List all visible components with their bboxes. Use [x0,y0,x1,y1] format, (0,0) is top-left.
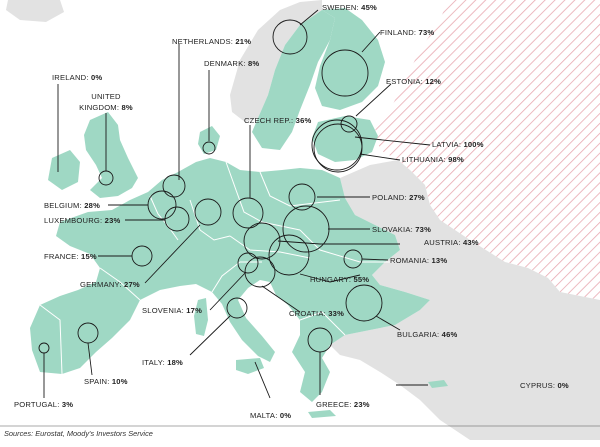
label-cyprus: CYPRUS: 0% [520,381,569,390]
united-kingdom [84,112,138,198]
label-sweden: SWEDEN: 45% [322,3,377,12]
label-slovakia: SLOVAKIA: 73% [372,225,431,234]
label-germany: GERMANY: 27% [80,280,140,289]
bubble-finland [321,49,369,97]
label-slovenia: SLOVENIA: 17% [142,306,202,315]
source-note: Sources: Eurostat, Moody's Investors Ser… [4,429,153,438]
label-bulgaria: BULGARIA: 46% [397,330,457,339]
label-netherlands: NETHERLANDS: 21% [172,37,251,46]
label-luxembourg: LUXEMBOURG: 23% [44,216,120,225]
label-denmark: DENMARK: 8% [204,59,259,68]
label-belgium: BELGIUM: 28% [44,201,100,210]
label-poland: POLAND: 27% [372,193,425,202]
cyprus-island [428,380,448,388]
sweden [252,10,335,150]
non-eu-land [230,0,600,440]
bubble-lithuania [313,123,363,173]
ireland [48,150,80,190]
label-czech: CZECH REP.: 36% [244,116,311,125]
bubble-bulgaria [345,284,383,322]
leader-lines [43,9,431,399]
bubbles [38,19,383,354]
country-labels: SWEDEN: 45% FINLAND: 73% NETHERLANDS: 21… [14,3,569,420]
crete [308,410,336,418]
label-latvia: LATVIA: 100% [432,140,484,149]
corsica-sardinia [194,298,208,336]
bubble-luxembourg [164,206,190,232]
label-spain: SPAIN: 10% [84,377,128,386]
bubble-croatia [244,256,276,288]
label-greece: GREECE: 23% [316,400,370,409]
label-finland: FINLAND: 73% [380,28,434,37]
label-italy: ITALY: 18% [142,358,183,367]
bubble-czech [232,197,264,229]
bubble-denmark [202,141,216,155]
country-borders [39,161,395,375]
bubble-slovenia [237,252,259,274]
label-estonia: ESTONIA: 12% [386,77,441,86]
label-uk-line1: UNITED [91,92,121,101]
label-romania: ROMANIA: 13% [390,256,447,265]
label-hungary: HUNGARY: 55% [310,275,369,284]
label-ireland: IRELAND: 0% [52,73,102,82]
bubble-germany [194,198,222,226]
bubble-sweden [272,19,308,55]
label-france: FRANCE: 15% [44,252,97,261]
bubble-hungary [268,234,310,276]
label-portugal: PORTUGAL: 3% [14,400,73,409]
label-malta: MALTA: 0% [250,411,291,420]
label-croatia: CROATIA: 33% [289,309,344,318]
finland [315,8,385,110]
label-austria: AUSTRIA: 43% [424,238,479,247]
label-uk-line2: KINGDOM: 8% [79,103,133,112]
russia-hatched-area [375,0,600,300]
sicily [236,358,264,374]
bubble-italy [226,297,248,319]
eu-continent [30,158,430,402]
bubble-poland [288,183,316,211]
iceland [6,0,64,22]
label-lithuania: LITHUANIA: 98% [402,155,464,164]
